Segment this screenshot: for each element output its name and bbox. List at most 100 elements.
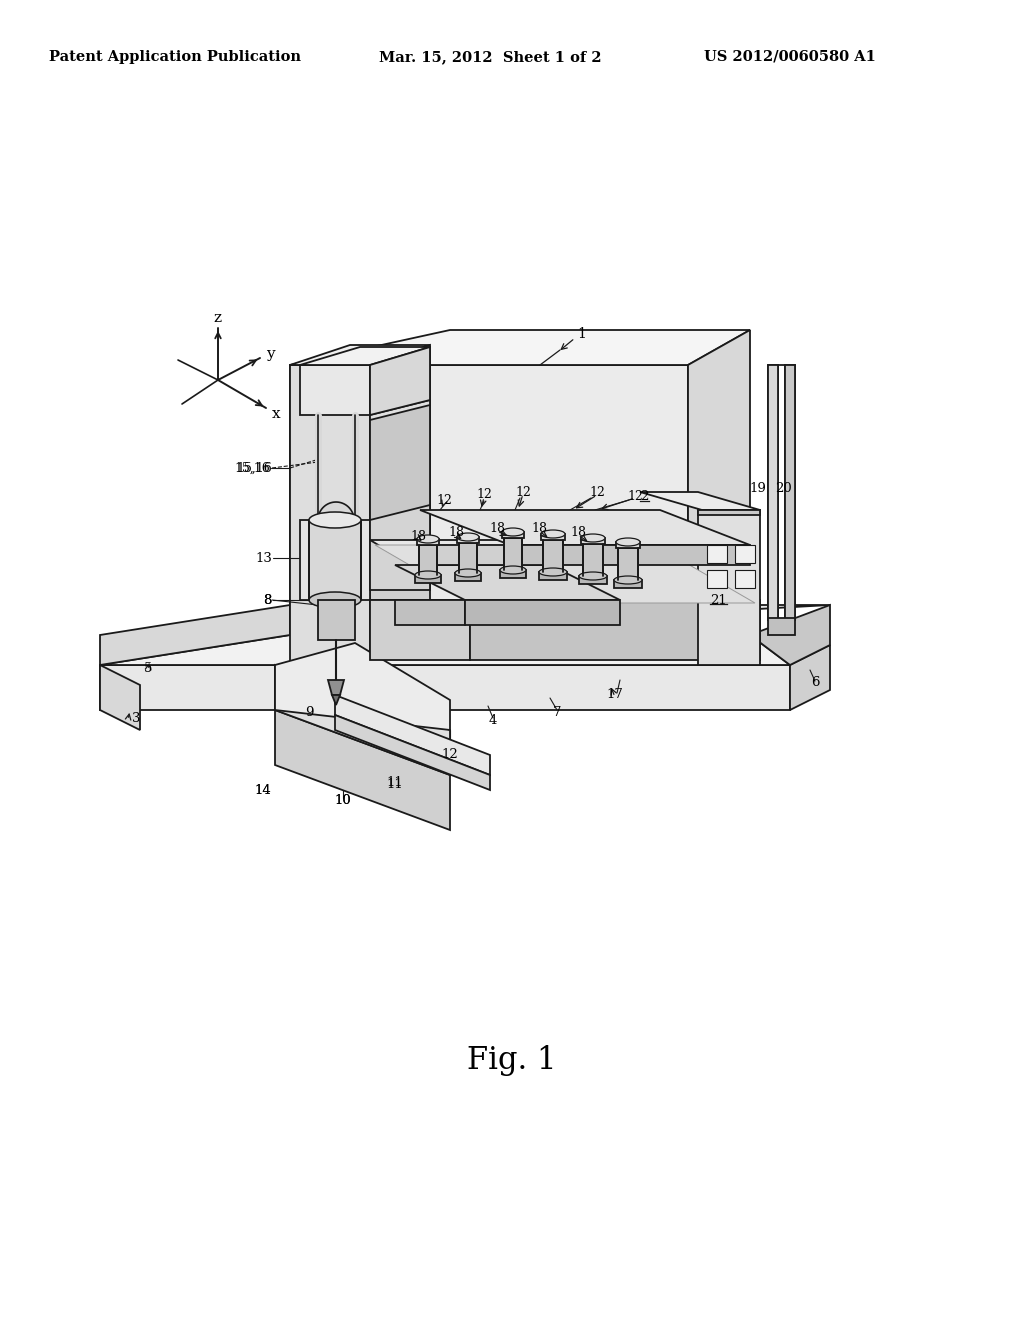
Polygon shape <box>415 576 441 583</box>
Polygon shape <box>318 601 355 640</box>
Text: 5: 5 <box>143 661 153 675</box>
Text: 12: 12 <box>589 487 605 499</box>
Text: 4: 4 <box>488 714 498 726</box>
Polygon shape <box>698 510 760 515</box>
Ellipse shape <box>614 576 642 583</box>
Polygon shape <box>750 605 830 665</box>
Polygon shape <box>275 643 450 730</box>
Polygon shape <box>100 665 140 730</box>
Polygon shape <box>618 548 638 579</box>
Ellipse shape <box>455 569 481 577</box>
Polygon shape <box>290 366 688 665</box>
Polygon shape <box>541 535 565 540</box>
Text: 11: 11 <box>387 776 403 789</box>
Polygon shape <box>735 570 755 587</box>
Polygon shape <box>420 510 750 545</box>
Polygon shape <box>455 573 481 581</box>
Ellipse shape <box>616 539 640 546</box>
Polygon shape <box>698 510 760 665</box>
Polygon shape <box>583 544 603 576</box>
Polygon shape <box>370 400 430 520</box>
Text: 12: 12 <box>436 494 452 507</box>
Text: Mar. 15, 2012  Sheet 1 of 2: Mar. 15, 2012 Sheet 1 of 2 <box>379 50 601 63</box>
Polygon shape <box>300 520 370 601</box>
Text: 6: 6 <box>811 676 819 689</box>
Text: Fig. 1: Fig. 1 <box>467 1044 557 1076</box>
Polygon shape <box>300 366 370 414</box>
Polygon shape <box>614 579 642 587</box>
Polygon shape <box>502 532 524 539</box>
Ellipse shape <box>502 528 524 536</box>
Text: 18: 18 <box>410 529 426 543</box>
Polygon shape <box>100 665 790 710</box>
Polygon shape <box>290 366 370 665</box>
Text: 1: 1 <box>578 327 587 341</box>
Polygon shape <box>100 605 290 665</box>
Text: 15,16: 15,16 <box>237 462 272 474</box>
Polygon shape <box>290 605 830 635</box>
Ellipse shape <box>415 572 441 579</box>
Text: 9: 9 <box>305 705 313 718</box>
Ellipse shape <box>579 572 607 579</box>
Polygon shape <box>370 400 430 420</box>
Polygon shape <box>470 601 760 660</box>
Polygon shape <box>510 545 750 565</box>
Polygon shape <box>419 545 437 576</box>
Polygon shape <box>335 715 490 789</box>
Polygon shape <box>300 347 430 366</box>
Text: y: y <box>265 347 274 360</box>
Polygon shape <box>332 696 340 705</box>
Text: US 2012/0060580 A1: US 2012/0060580 A1 <box>705 50 876 63</box>
Polygon shape <box>318 502 355 520</box>
Text: 19: 19 <box>750 482 766 495</box>
Polygon shape <box>395 565 620 601</box>
Polygon shape <box>707 545 727 564</box>
Ellipse shape <box>309 512 361 528</box>
Text: 8: 8 <box>263 594 272 606</box>
Ellipse shape <box>417 535 439 543</box>
Text: 11: 11 <box>387 779 403 792</box>
Polygon shape <box>688 330 750 665</box>
Polygon shape <box>309 520 361 601</box>
Text: 2: 2 <box>640 491 648 503</box>
Text: 15,16: 15,16 <box>234 462 270 474</box>
Text: 18: 18 <box>531 523 547 536</box>
Polygon shape <box>100 635 790 665</box>
Polygon shape <box>707 570 727 587</box>
Text: 12: 12 <box>515 486 530 499</box>
Polygon shape <box>275 665 450 775</box>
Text: 13: 13 <box>255 552 272 565</box>
Polygon shape <box>616 543 640 548</box>
Polygon shape <box>581 539 605 544</box>
Text: 14: 14 <box>255 784 271 796</box>
Polygon shape <box>504 539 522 570</box>
Polygon shape <box>539 572 567 579</box>
Polygon shape <box>500 570 526 578</box>
Polygon shape <box>417 539 439 545</box>
Polygon shape <box>370 601 470 660</box>
Text: 18: 18 <box>570 527 586 540</box>
Polygon shape <box>790 645 830 710</box>
Polygon shape <box>768 366 778 620</box>
Ellipse shape <box>539 568 567 576</box>
Text: x: x <box>271 407 281 421</box>
Polygon shape <box>328 680 344 696</box>
Polygon shape <box>375 545 755 603</box>
Polygon shape <box>395 601 465 624</box>
Text: z: z <box>213 312 221 325</box>
Polygon shape <box>335 696 490 775</box>
Polygon shape <box>735 545 755 564</box>
Text: 21: 21 <box>710 594 727 606</box>
Polygon shape <box>275 710 450 830</box>
Text: 12: 12 <box>627 490 643 503</box>
Polygon shape <box>768 618 795 635</box>
Polygon shape <box>290 345 430 366</box>
Polygon shape <box>459 543 477 573</box>
Text: 10: 10 <box>335 793 351 807</box>
Ellipse shape <box>309 591 361 609</box>
Ellipse shape <box>541 531 565 539</box>
Polygon shape <box>457 537 479 543</box>
Text: 18: 18 <box>489 523 505 536</box>
Polygon shape <box>370 540 760 601</box>
Ellipse shape <box>500 566 526 574</box>
